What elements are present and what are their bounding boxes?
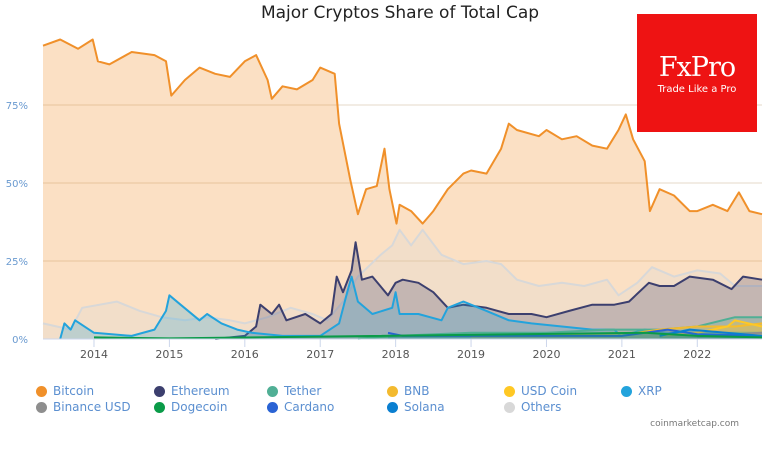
x-tick-label: 2015 <box>155 348 183 361</box>
legend-item-usd-coin[interactable]: USD Coin <box>504 384 577 398</box>
x-tick-label: 2020 <box>532 348 560 361</box>
x-tick-label: 2014 <box>80 348 108 361</box>
chart-title: Major Cryptos Share of Total Cap <box>260 3 540 23</box>
legend-marker-icon <box>36 385 47 397</box>
series-line-others <box>42 228 762 331</box>
x-tick-label: 2019 <box>457 348 485 361</box>
legend-label: Tether <box>284 384 322 398</box>
series-line-ethereum <box>215 241 763 340</box>
area-ethereum <box>215 242 762 339</box>
legend-marker-icon <box>267 401 278 413</box>
legend-marker-icon <box>504 385 515 397</box>
area-bitcoin <box>43 39 762 339</box>
legend-item-tether[interactable]: Tether <box>267 384 321 398</box>
area-others <box>43 229 762 339</box>
legend-label: BNB <box>404 384 430 398</box>
legend-item-solana[interactable]: Solana <box>387 400 445 414</box>
legend-item-ethereum[interactable]: Ethereum <box>154 384 230 398</box>
legend-marker-icon <box>387 385 398 397</box>
legend-marker-icon <box>154 401 165 413</box>
legend-label: XRP <box>638 384 662 398</box>
x-tick-label: 2017 <box>306 348 334 361</box>
x-tick-label: 2021 <box>608 348 636 361</box>
legend-label: Dogecoin <box>171 400 228 414</box>
y-tick-label: 25% <box>6 257 28 268</box>
series-line-dogecoin <box>93 331 763 340</box>
series-line-xrp <box>59 275 762 340</box>
legend-label: Ethereum <box>171 384 230 398</box>
x-tick-label: 2016 <box>231 348 259 361</box>
series-line-bitcoin <box>42 38 763 225</box>
y-tick-label: 75% <box>6 101 28 112</box>
legend-item-xrp[interactable]: XRP <box>621 384 662 398</box>
x-tick-label: 2022 <box>683 348 711 361</box>
legend-item-cardano[interactable]: Cardano <box>267 400 334 414</box>
legend-item-others[interactable]: Others <box>504 400 561 414</box>
legend-label: Cardano <box>284 400 335 414</box>
legend-item-bnb[interactable]: BNB <box>387 384 429 398</box>
logo-brand: FxPro <box>658 52 736 83</box>
legend-marker-icon <box>154 385 165 397</box>
logo-tagline: Trade Like a Pro <box>657 84 737 95</box>
legend-marker-icon <box>36 401 47 413</box>
legend-item-binance-usd[interactable]: Binance USD <box>36 400 131 414</box>
y-tick-label: 0% <box>12 335 28 346</box>
legend-marker-icon <box>504 401 515 413</box>
legend-label: Binance USD <box>53 400 131 414</box>
legend-marker-icon <box>387 401 398 413</box>
legend-label: USD Coin <box>521 384 578 398</box>
legend-item-dogecoin[interactable]: Dogecoin <box>154 400 227 414</box>
legend-item-bitcoin[interactable]: Bitcoin <box>36 384 94 398</box>
legend-label: Solana <box>404 400 445 414</box>
source-credit: coinmarketcap.com <box>650 419 739 429</box>
fxpro-logo: FxPro Trade Like a Pro <box>637 14 757 132</box>
legend-marker-icon <box>621 385 632 397</box>
y-tick-label: 50% <box>6 179 28 190</box>
area-xrp <box>60 276 762 339</box>
x-tick-label: 2018 <box>382 348 410 361</box>
legend-label: Bitcoin <box>53 384 95 398</box>
legend-label: Others <box>521 400 562 414</box>
legend: Bitcoin Ethereum Tether BNB USD Coin XRP Binan… <box>0 382 770 418</box>
legend-marker-icon <box>267 385 278 397</box>
series-line-usd-coin <box>659 319 763 337</box>
